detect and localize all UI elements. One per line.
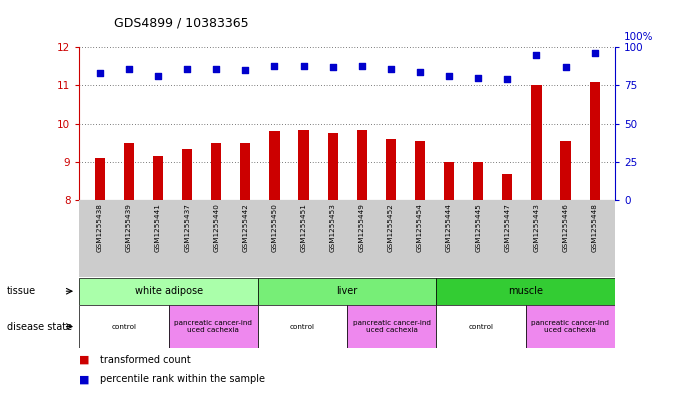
Text: GSM1255440: GSM1255440	[214, 203, 219, 252]
Text: GSM1255452: GSM1255452	[388, 203, 394, 252]
Text: ■: ■	[79, 354, 90, 365]
Text: pancreatic cancer-ind
uced cachexia: pancreatic cancer-ind uced cachexia	[353, 320, 431, 333]
Text: GSM1255444: GSM1255444	[446, 203, 452, 252]
Point	[153, 73, 164, 79]
Point	[560, 64, 571, 70]
Text: GSM1255449: GSM1255449	[359, 203, 365, 252]
Point	[531, 51, 542, 58]
Text: white adipose: white adipose	[135, 286, 202, 296]
Text: 100%: 100%	[623, 31, 653, 42]
Bar	[526, 305, 615, 348]
Bar	[386, 139, 396, 393]
Text: GSM1255446: GSM1255446	[562, 203, 569, 252]
Bar	[269, 131, 280, 393]
Bar	[437, 278, 615, 305]
Text: transformed count: transformed count	[100, 354, 191, 365]
Text: GSM1255442: GSM1255442	[243, 203, 248, 252]
Bar	[444, 162, 454, 393]
Text: muscle: muscle	[509, 286, 543, 296]
Point	[240, 67, 251, 73]
Bar	[258, 305, 347, 348]
Point	[444, 73, 455, 79]
Point	[327, 64, 338, 70]
Bar	[560, 141, 571, 393]
Bar	[79, 278, 258, 305]
Text: GSM1255447: GSM1255447	[504, 203, 510, 252]
Bar	[502, 174, 513, 393]
Text: pancreatic cancer-ind
uced cachexia: pancreatic cancer-ind uced cachexia	[531, 320, 609, 333]
Text: control: control	[111, 323, 137, 330]
Bar	[347, 305, 437, 348]
Text: pancreatic cancer-ind
uced cachexia: pancreatic cancer-ind uced cachexia	[174, 320, 252, 333]
Text: control: control	[290, 323, 315, 330]
Point	[589, 50, 600, 57]
Bar	[437, 305, 526, 348]
Bar	[240, 143, 250, 393]
Text: GSM1255454: GSM1255454	[417, 203, 423, 252]
Text: ■: ■	[79, 374, 90, 384]
Point	[269, 62, 280, 69]
Bar	[531, 85, 542, 393]
Point	[386, 66, 397, 72]
Text: GSM1255453: GSM1255453	[330, 203, 336, 252]
Bar	[258, 278, 437, 305]
Bar	[415, 141, 425, 393]
Text: liver: liver	[337, 286, 358, 296]
Bar	[211, 143, 221, 393]
Text: GDS4899 / 10383365: GDS4899 / 10383365	[114, 17, 249, 29]
Text: tissue: tissue	[7, 286, 36, 296]
Point	[124, 66, 135, 72]
Text: control: control	[468, 323, 493, 330]
Text: GSM1255437: GSM1255437	[184, 203, 190, 252]
Bar	[95, 158, 105, 393]
Bar	[357, 130, 367, 393]
Bar	[299, 130, 309, 393]
Text: GSM1255438: GSM1255438	[97, 203, 103, 252]
Bar	[182, 149, 192, 393]
Text: GSM1255450: GSM1255450	[272, 203, 278, 252]
Bar	[328, 133, 338, 393]
Point	[502, 76, 513, 83]
Bar	[153, 156, 163, 393]
Text: GSM1255448: GSM1255448	[591, 203, 598, 252]
Point	[473, 75, 484, 81]
Text: GSM1255443: GSM1255443	[533, 203, 540, 252]
Bar	[589, 82, 600, 393]
Text: GSM1255451: GSM1255451	[301, 203, 307, 252]
Point	[211, 66, 222, 72]
Text: disease state: disease state	[7, 321, 72, 332]
Point	[182, 66, 193, 72]
Text: GSM1255439: GSM1255439	[126, 203, 132, 252]
Point	[415, 68, 426, 75]
Bar	[473, 162, 483, 393]
Text: percentile rank within the sample: percentile rank within the sample	[100, 374, 265, 384]
Bar	[169, 305, 258, 348]
Text: GSM1255445: GSM1255445	[475, 203, 481, 252]
Text: GSM1255441: GSM1255441	[155, 203, 161, 252]
Bar	[124, 143, 134, 393]
Point	[94, 70, 105, 76]
Bar	[79, 305, 169, 348]
Point	[298, 62, 309, 69]
Point	[357, 62, 368, 69]
